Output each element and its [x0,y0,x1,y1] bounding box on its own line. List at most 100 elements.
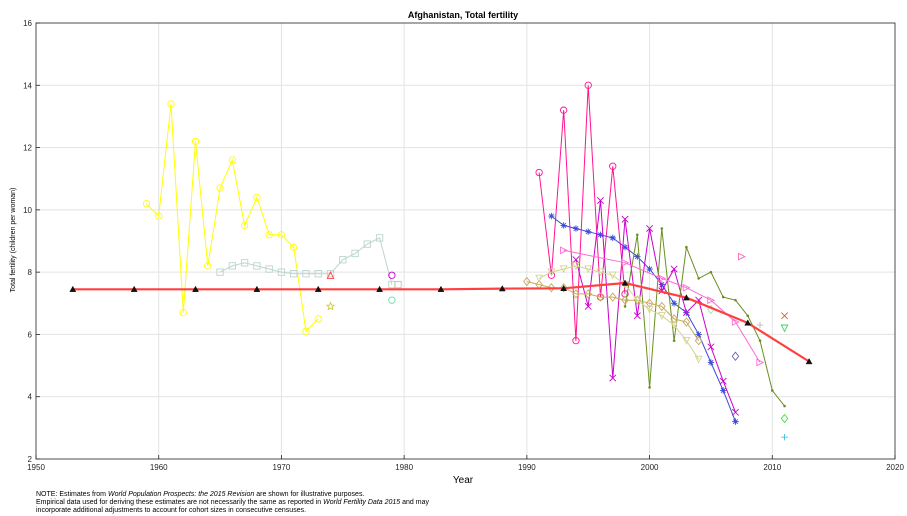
data-point [623,305,627,308]
y-tick-label: 10 [23,206,32,215]
data-point [731,351,740,361]
data-point [584,302,592,310]
series-line [219,237,393,285]
data-point [596,196,605,205]
y-axis-label: Total fertility (children per woman) [10,188,17,293]
x-tick-label: 2010 [763,463,781,472]
footnote: NOTE: Estimates from World Population Pr… [36,491,596,515]
estimate-point [437,285,445,292]
y-tick-label: 12 [23,144,32,153]
data-point [670,300,678,307]
data-point [179,308,187,317]
data-point [523,276,531,287]
data-point [621,258,630,267]
data-point [572,337,580,345]
data-point [535,168,543,177]
data-point [695,331,702,338]
data-point [731,318,740,326]
estimate-point [253,285,261,292]
data-point [670,321,679,330]
data-point [645,298,654,309]
data-point [559,265,568,274]
data-point [585,228,592,235]
data-point [265,265,273,273]
estimate-point [69,285,77,292]
data-point [608,271,617,280]
data-series [69,81,813,441]
series-group [780,413,789,424]
series-group [572,196,739,416]
data-point [560,222,567,229]
data-point [363,240,371,248]
data-point [780,324,789,333]
data-point [737,252,746,261]
x-tick-label: 1990 [518,463,536,472]
data-point [388,296,396,304]
data-point [535,274,544,283]
series-group [781,434,788,441]
data-point [633,296,642,305]
data-point [756,358,765,367]
data-point [648,386,651,389]
x-tick-label: 1980 [395,463,413,472]
data-point [756,321,764,329]
data-point [572,289,580,299]
estimate-point [744,319,752,326]
data-point [783,404,786,408]
series-line [551,215,736,422]
data-point [732,418,739,425]
x-tick-label: 2020 [886,463,904,472]
footnote-line-3: incorporate additional adjustments to ac… [36,507,307,514]
data-point [707,343,715,351]
data-point [228,262,236,270]
data-point [636,233,639,237]
data-point [240,221,249,230]
data-point [547,282,556,293]
data-point [560,106,568,114]
estimate-point [192,285,199,292]
data-point [709,270,713,274]
data-point [720,387,727,394]
series-group [560,246,765,367]
data-point [596,292,605,302]
data-point [228,156,236,164]
series-group [623,227,786,408]
footnote-line-2: Empirical data used for deriving these e… [36,499,429,506]
data-point [657,312,666,320]
x-tick-label: 1970 [273,463,291,472]
data-point [694,355,703,364]
data-point [721,295,725,299]
data-point [731,408,739,416]
data-point [621,244,629,251]
data-point [758,339,762,342]
data-point [155,212,163,220]
series-group [780,324,789,333]
chart-title: Afghanistan, Total fertility [408,10,518,20]
series-group [142,100,322,335]
series-group [731,351,740,361]
series-group [756,321,764,329]
data-point [253,193,261,202]
series-line [624,228,785,407]
series-group [535,262,703,364]
data-point [584,81,592,89]
plot-area [36,23,895,459]
data-point [646,225,654,233]
data-point [781,434,788,441]
data-point [388,271,396,279]
data-point [685,245,688,249]
x-tick-label: 1960 [150,463,168,472]
data-point [290,270,298,278]
estimates-group [69,279,813,365]
data-point [780,413,789,424]
data-point [572,225,580,232]
data-point [609,162,617,170]
data-point [277,231,286,239]
data-point [645,305,654,314]
data-point [325,301,336,311]
data-point [191,137,200,145]
estimate-point [130,285,138,292]
data-point [682,309,690,317]
x-tick-label: 1950 [27,463,45,472]
data-point [584,265,593,274]
